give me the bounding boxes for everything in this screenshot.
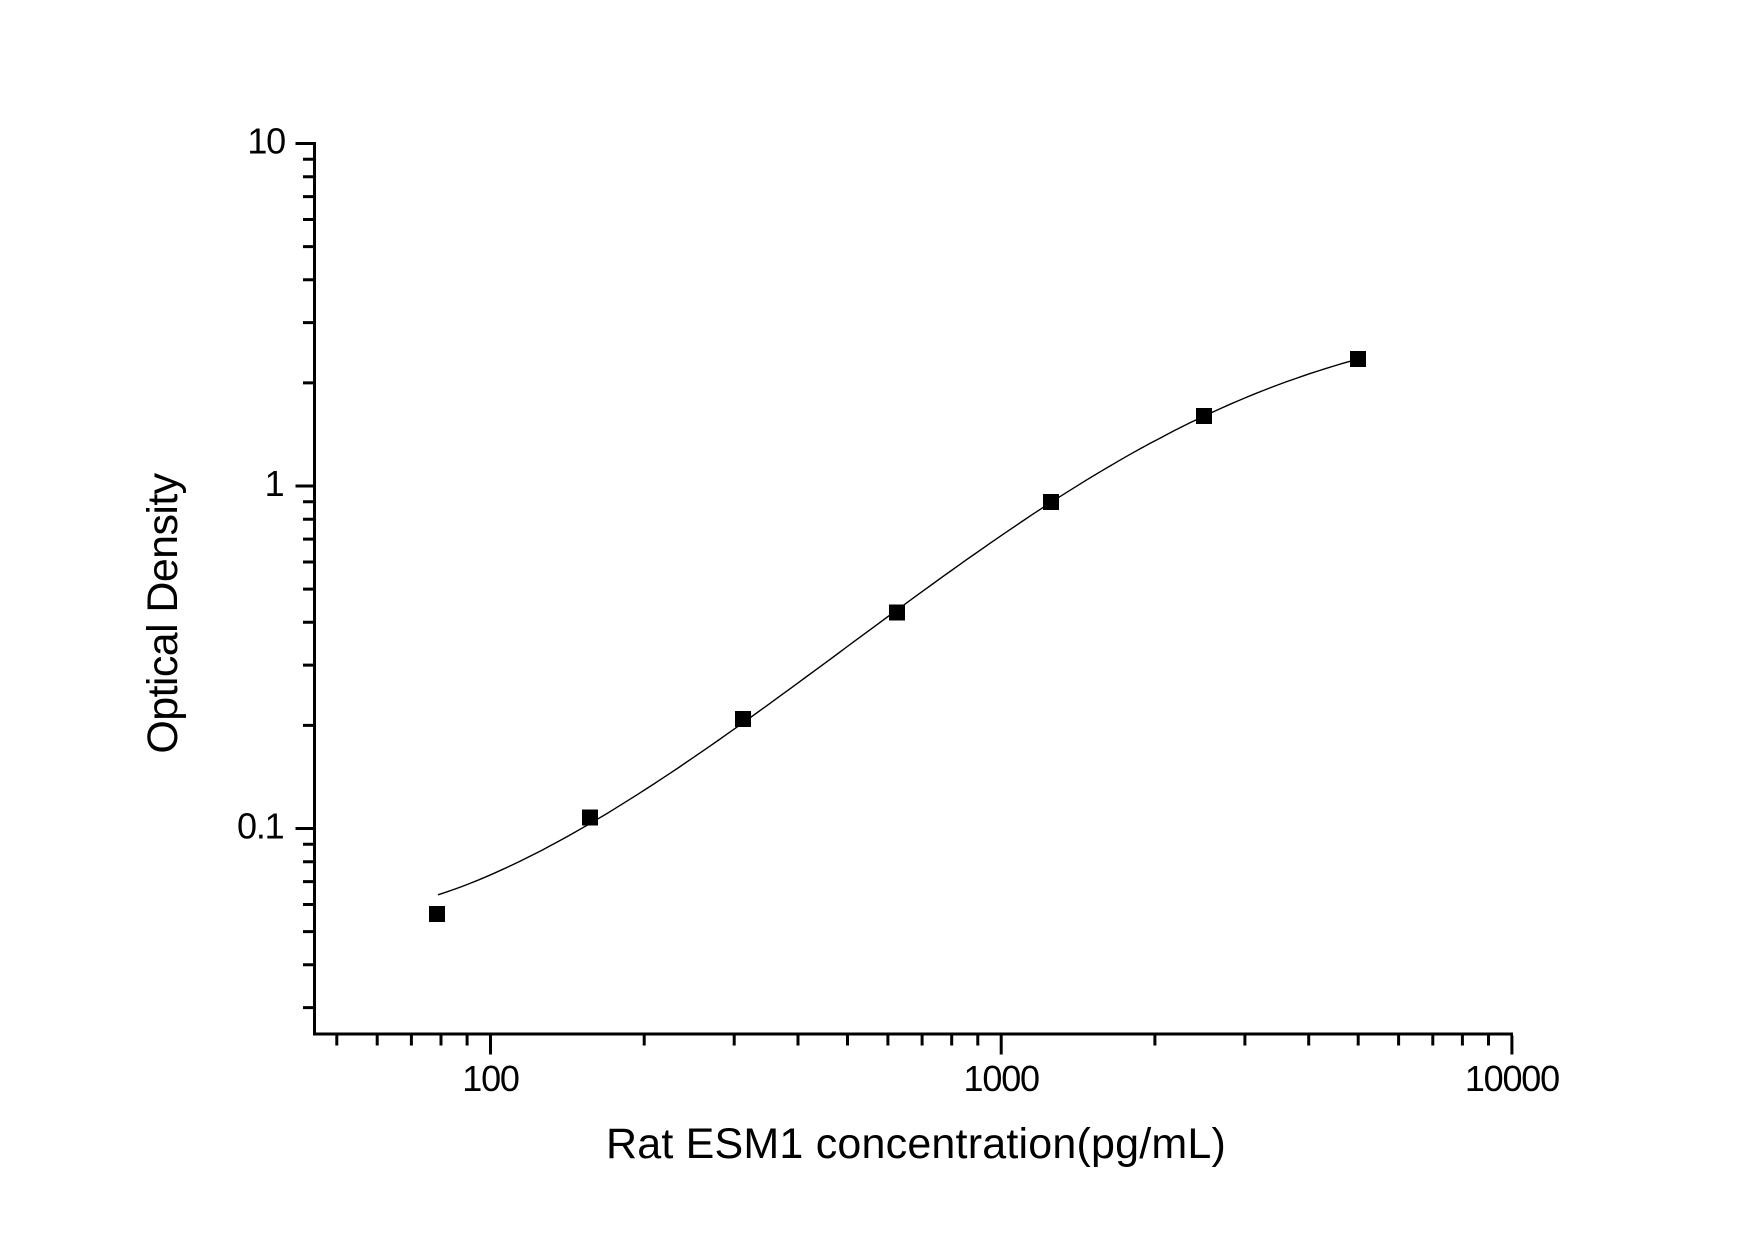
svg-text:1000: 1000 bbox=[964, 1058, 1039, 1099]
svg-text:10: 10 bbox=[247, 121, 285, 162]
svg-text:10000: 10000 bbox=[1465, 1058, 1559, 1099]
svg-text:Optical Density: Optical Density bbox=[139, 472, 187, 753]
svg-text:Rat ESM1 concentration(pg/mL): Rat ESM1 concentration(pg/mL) bbox=[606, 1120, 1226, 1168]
svg-text:0.1: 0.1 bbox=[237, 806, 284, 847]
svg-text:1: 1 bbox=[265, 463, 284, 504]
svg-text:100: 100 bbox=[462, 1058, 519, 1099]
